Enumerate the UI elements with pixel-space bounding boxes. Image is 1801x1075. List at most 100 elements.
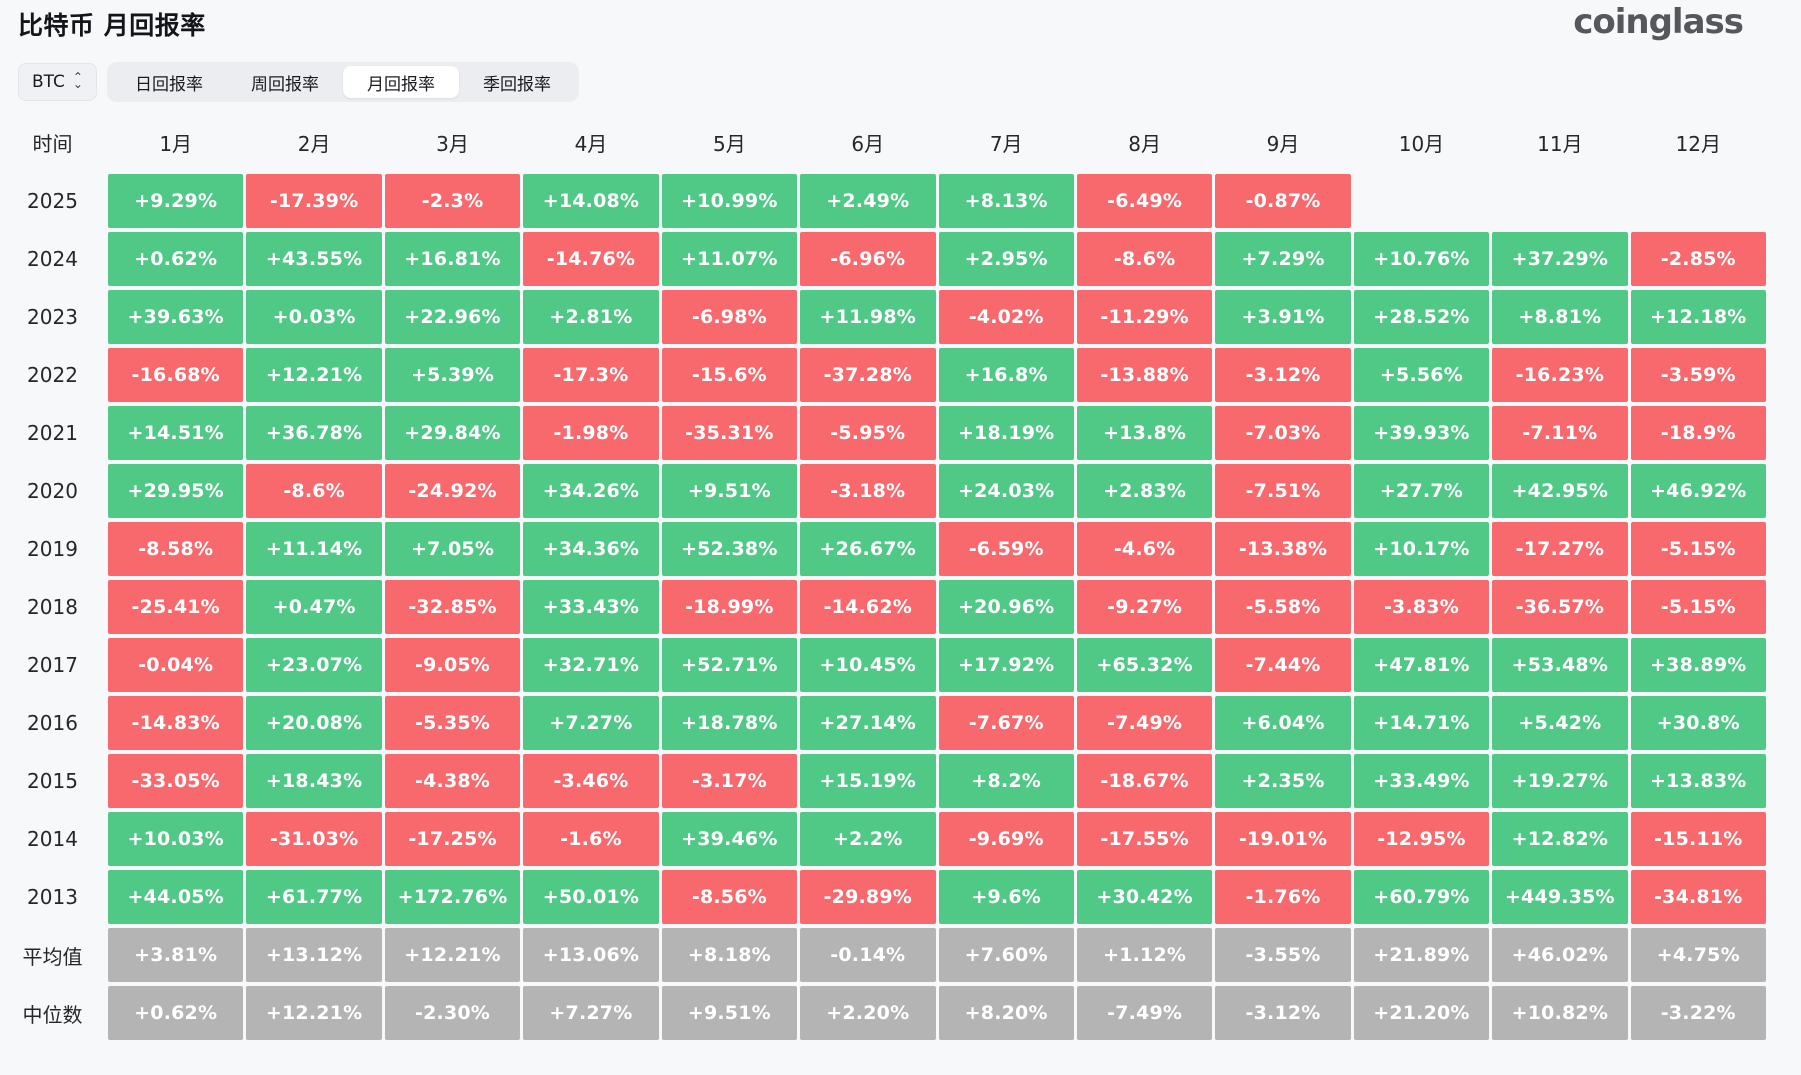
return-cell: -17.25% [384,812,521,866]
return-cell: +12.21% [246,348,382,402]
return-cell: +29.84% [384,406,521,460]
column-header-5: 5月 [713,131,746,156]
return-cell: -7.11% [1492,406,1628,460]
return-cell: +52.38% [661,522,798,576]
return-cell: -7.03% [1215,406,1351,460]
symbol-selector[interactable]: BTC ⌃ ⌄ [18,63,97,101]
return-cell: +8.18% [661,928,798,982]
return-cell: +34.26% [523,464,659,518]
return-cell: +7.27% [523,696,659,750]
return-cell: -4.38% [384,754,521,808]
return-cell: -9.05% [384,638,521,692]
return-cell: -5.35% [384,696,521,750]
return-cell: -17.3% [523,348,659,402]
return-cell: +12.82% [1492,812,1628,866]
return-cell: +32.71% [523,638,659,692]
return-cell: -3.55% [1215,928,1351,982]
return-cell: -8.58% [108,522,244,576]
return-cell: -7.51% [1215,464,1351,518]
return-cell: +18.78% [661,696,798,750]
return-cell: +10.82% [1492,986,1628,1040]
column-header-4: 4月 [574,131,608,156]
return-cell: +12.21% [246,986,382,1040]
return-cell: +11.98% [800,290,936,344]
return-cell: +18.43% [246,754,382,808]
empty-cell [1354,174,1489,228]
return-cell: -12.95% [1353,812,1490,866]
return-cell: +39.46% [661,812,798,866]
page-title: 比特币 月回报率 [18,11,206,40]
return-cell: +3.91% [1215,290,1351,344]
return-cell: +16.8% [938,348,1074,402]
row-label-2023: 2023 [27,305,78,329]
topbar: 比特币 月回报率 coinglass [0,0,1801,54]
return-cell: +172.76% [384,870,521,924]
return-cell: -17.27% [1492,522,1628,576]
row-label-2021: 2021 [27,421,78,445]
return-cell: -24.92% [384,464,521,518]
column-header-10: 10月 [1398,131,1445,156]
return-cell: -3.59% [1630,348,1766,402]
tab-weekly[interactable]: 周回报率 [227,66,343,98]
tab-daily[interactable]: 日回报率 [111,66,227,98]
return-cell: +11.14% [246,522,382,576]
return-cell: +0.47% [246,580,382,634]
return-cell: +21.20% [1353,986,1490,1040]
return-cell: -4.02% [938,290,1074,344]
return-cell: +8.81% [1492,290,1628,344]
updown-arrows-icon: ⌃ ⌄ [72,70,83,91]
return-cell: +65.32% [1076,638,1213,692]
column-header-6: 6月 [851,131,885,156]
return-cell: +43.55% [246,232,382,286]
return-cell: +29.95% [108,464,244,518]
return-cell: +13.06% [523,928,659,982]
return-cell: +7.60% [938,928,1074,982]
column-header-9: 9月 [1266,131,1300,156]
return-cell: -14.83% [108,696,244,750]
return-cell: +8.20% [938,986,1074,1040]
column-header-11: 11月 [1537,131,1583,156]
return-cell: +52.71% [661,638,798,692]
return-cell: +2.2% [800,812,936,866]
return-cell: -29.89% [800,870,936,924]
return-cell: +42.95% [1492,464,1628,518]
return-cell: +2.83% [1076,464,1213,518]
return-cell: -16.68% [108,348,244,402]
return-cell: +13.12% [246,928,382,982]
return-cell: -3.17% [661,754,798,808]
return-cell: +38.89% [1630,638,1766,692]
return-cell: +5.39% [384,348,521,402]
return-cell: -6.59% [938,522,1074,576]
return-cell: -18.99% [661,580,798,634]
return-cell: +26.67% [800,522,936,576]
tab-monthly[interactable]: 月回报率 [342,66,459,98]
return-cell: -3.46% [523,754,659,808]
return-cell: +11.07% [661,232,798,286]
row-label-2014: 2014 [27,827,78,851]
column-header-7: 7月 [989,131,1023,156]
return-cell: +23.07% [246,638,382,692]
return-cell: +0.03% [246,290,382,344]
row-label-2020: 2020 [27,479,78,503]
return-cell: -7.49% [1076,986,1213,1040]
return-cell: -17.55% [1076,812,1213,866]
return-cell: +37.29% [1492,232,1628,286]
row-label-2024: 2024 [27,247,78,271]
return-cell: +9.6% [938,870,1074,924]
return-cell: +2.35% [1215,754,1351,808]
tab-quarterly[interactable]: 季回报率 [459,66,575,98]
return-cell: +7.29% [1215,232,1351,286]
return-cell: -35.31% [661,406,798,460]
row-label-2018: 2018 [27,595,78,619]
return-cell: +39.93% [1353,406,1490,460]
return-cell: -18.67% [1076,754,1213,808]
return-cell: -14.76% [523,232,659,286]
return-cell: -8.56% [661,870,798,924]
return-cell: -6.49% [1076,174,1213,228]
column-header-8: 8月 [1128,131,1161,156]
return-cell: -1.6% [523,812,659,866]
return-cell: +24.03% [938,464,1074,518]
return-cell: +14.08% [523,174,659,228]
return-cell: +12.21% [384,928,521,982]
row-label-中位数: 中位数 [22,1002,83,1027]
